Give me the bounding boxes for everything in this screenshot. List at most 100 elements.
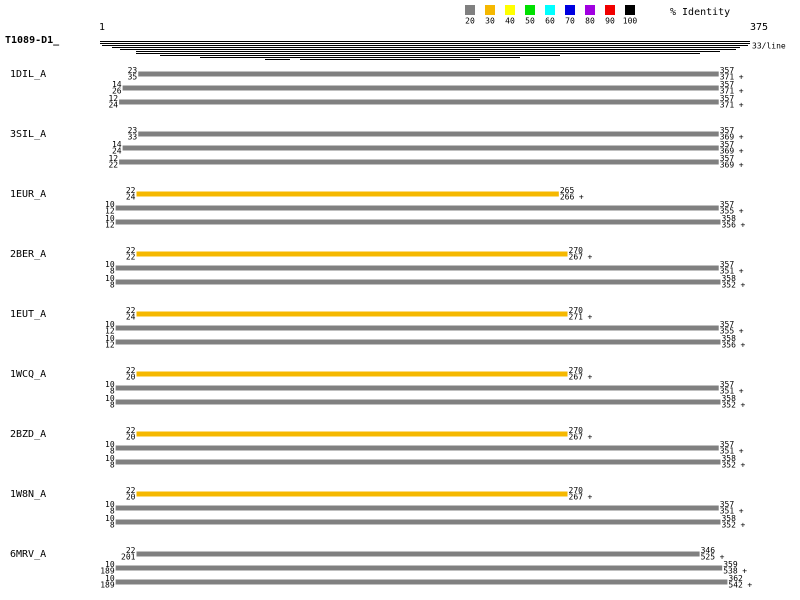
subject-end-label: 352 bbox=[721, 461, 736, 470]
query-end-label: 357 bbox=[720, 200, 735, 209]
legend-swatch bbox=[565, 5, 575, 15]
query-end-label: 358 bbox=[721, 334, 736, 343]
legend-label: 30 bbox=[485, 17, 495, 26]
query-start-label: 10 bbox=[105, 560, 115, 569]
query-end-label: 357 bbox=[720, 500, 735, 509]
query-start-label: 10 bbox=[105, 380, 115, 389]
strand-label: + bbox=[747, 581, 752, 590]
hit-name: 2BZD_A bbox=[10, 429, 46, 440]
query-end-label: 357 bbox=[720, 140, 735, 149]
query-start-label: 12 bbox=[108, 154, 118, 163]
subject-start-label: 8 bbox=[110, 267, 115, 276]
subject-start-label: 8 bbox=[110, 447, 115, 456]
alignment-bar bbox=[122, 85, 719, 91]
coverage-lines bbox=[100, 41, 750, 60]
alignment-bar bbox=[136, 371, 568, 377]
subject-start-label: 8 bbox=[110, 387, 115, 396]
query-end-label: 357 bbox=[720, 80, 735, 89]
query-start-label: 22 bbox=[126, 246, 136, 255]
strand-label: + bbox=[742, 567, 747, 576]
query-start-label: 22 bbox=[126, 426, 136, 435]
alignment-bar bbox=[138, 71, 719, 77]
query-end-label: 357 bbox=[720, 94, 735, 103]
alignment-bar bbox=[115, 279, 721, 285]
subject-start-label: 35 bbox=[128, 73, 138, 82]
subject-end-label: 352 bbox=[721, 401, 736, 410]
subject-end-label: 356 bbox=[721, 341, 736, 350]
strand-label: + bbox=[739, 133, 744, 142]
query-start-label: 10 bbox=[105, 394, 115, 403]
query-name: T1089-D1_ bbox=[5, 35, 60, 46]
subject-end-label: 371 bbox=[720, 73, 735, 82]
strand-label: + bbox=[739, 207, 744, 216]
query-start-label: 10 bbox=[105, 200, 115, 209]
strand-label: + bbox=[579, 193, 584, 202]
strand-label: + bbox=[739, 101, 744, 110]
alignment-bar bbox=[136, 251, 568, 257]
strand-label: + bbox=[740, 401, 745, 410]
query-start-label: 10 bbox=[105, 334, 115, 343]
hit-name: 1EUT_A bbox=[10, 309, 46, 320]
subject-end-label: 266 bbox=[560, 193, 575, 202]
query-start-label: 10 bbox=[105, 514, 115, 523]
query-end-label: 358 bbox=[721, 514, 736, 523]
subject-end-label: 267 bbox=[569, 493, 584, 502]
query-end-label: 357 bbox=[720, 154, 735, 163]
query-end-label: 357 bbox=[720, 380, 735, 389]
strand-label: + bbox=[739, 267, 744, 276]
legend-label: 90 bbox=[605, 17, 615, 26]
subject-end-label: 351 bbox=[720, 387, 735, 396]
coverage-label: 33/line bbox=[752, 42, 786, 51]
subject-start-label: 33 bbox=[128, 133, 138, 142]
strand-label: + bbox=[739, 327, 744, 336]
subject-start-label: 201 bbox=[121, 553, 136, 562]
hit-name: 1DIL_A bbox=[10, 69, 46, 80]
subject-start-label: 24 bbox=[126, 313, 136, 322]
alignment-bar bbox=[115, 339, 721, 345]
subject-end-label: 271 bbox=[569, 313, 584, 322]
subject-start-label: 20 bbox=[126, 373, 136, 382]
query-start-label: 22 bbox=[126, 546, 136, 555]
subject-start-label: 8 bbox=[110, 521, 115, 530]
query-start-label: 10 bbox=[105, 320, 115, 329]
alignment-bar bbox=[136, 191, 559, 197]
query-end-label: 358 bbox=[721, 214, 736, 223]
subject-end-label: 267 bbox=[569, 253, 584, 262]
query-end-label: 357 bbox=[720, 320, 735, 329]
legend-swatch bbox=[465, 5, 475, 15]
subject-end-label: 369 bbox=[720, 147, 735, 156]
alignment-bar bbox=[136, 311, 568, 317]
subject-end-label: 542 bbox=[728, 581, 743, 590]
legend-label: 100 bbox=[623, 17, 638, 26]
legend-swatch bbox=[585, 5, 595, 15]
query-end-label: 359 bbox=[723, 560, 738, 569]
query-start-label: 22 bbox=[126, 486, 136, 495]
subject-end-label: 355 bbox=[720, 207, 735, 216]
subject-end-label: 355 bbox=[720, 327, 735, 336]
strand-label: + bbox=[739, 387, 744, 396]
subject-start-label: 12 bbox=[105, 341, 115, 350]
query-end-label: 265 bbox=[560, 186, 575, 195]
subject-end-label: 352 bbox=[721, 521, 736, 530]
legend-title: % Identity bbox=[670, 7, 730, 18]
alignment-bar bbox=[115, 519, 721, 525]
alignment-bar bbox=[136, 551, 700, 557]
strand-label: + bbox=[740, 461, 745, 470]
strand-label: + bbox=[740, 341, 745, 350]
alignment-bar bbox=[115, 459, 721, 465]
strand-label: + bbox=[739, 147, 744, 156]
legend-label: 20 bbox=[465, 17, 475, 26]
alignment-bar bbox=[115, 219, 721, 225]
subject-end-label: 371 bbox=[720, 101, 735, 110]
alignment-bar bbox=[138, 131, 719, 137]
hit-name: 1EUR_A bbox=[10, 189, 46, 200]
query-end-label: 270 bbox=[569, 486, 584, 495]
subject-end-label: 369 bbox=[720, 133, 735, 142]
subject-start-label: 24 bbox=[112, 147, 122, 156]
query-end-label: 358 bbox=[721, 274, 736, 283]
alignment-bar bbox=[115, 579, 728, 585]
subject-start-label: 22 bbox=[108, 161, 118, 170]
alignment-bar bbox=[115, 325, 719, 331]
strand-label: + bbox=[739, 87, 744, 96]
